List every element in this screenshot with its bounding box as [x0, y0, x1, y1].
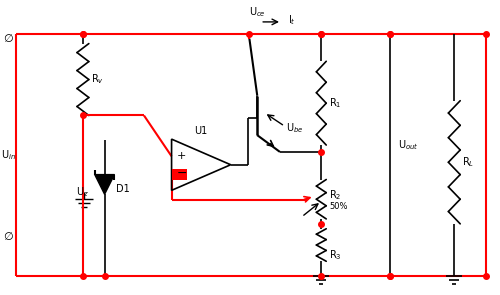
- Text: R$_3$: R$_3$: [329, 248, 342, 262]
- Text: R$_L$: R$_L$: [462, 155, 474, 169]
- Text: +: +: [176, 151, 186, 161]
- Text: D1: D1: [116, 184, 130, 194]
- Text: U$_{in}$: U$_{in}$: [0, 148, 16, 162]
- Text: U$_{out}$: U$_{out}$: [398, 138, 418, 152]
- Text: R$_v$: R$_v$: [91, 73, 104, 86]
- Text: ∅: ∅: [3, 34, 13, 44]
- Text: R$_2$: R$_2$: [329, 189, 342, 202]
- Text: I$_t$: I$_t$: [288, 13, 296, 27]
- Text: U$_{ce}$: U$_{ce}$: [249, 5, 266, 19]
- Text: 50%: 50%: [329, 201, 347, 211]
- Polygon shape: [172, 169, 188, 180]
- Text: R$_1$: R$_1$: [329, 96, 342, 110]
- Text: −: −: [176, 167, 187, 180]
- Text: U1: U1: [194, 126, 207, 136]
- Text: U$_z$: U$_z$: [76, 186, 90, 199]
- Text: U$_{be}$: U$_{be}$: [286, 121, 304, 135]
- Text: −: −: [176, 167, 187, 180]
- Text: ∅: ∅: [3, 232, 13, 242]
- Polygon shape: [94, 175, 114, 194]
